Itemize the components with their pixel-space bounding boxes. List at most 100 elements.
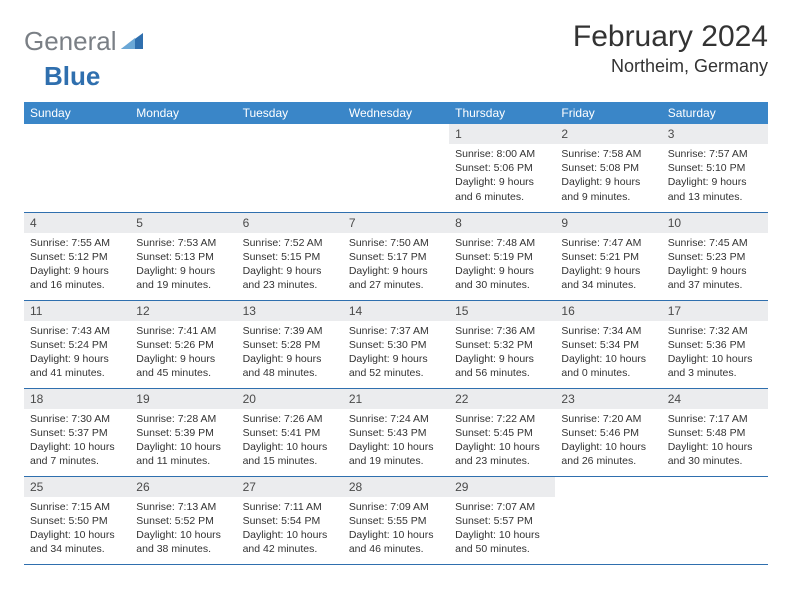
day-number: 2 — [555, 124, 661, 144]
logo-text-blue: Blue — [44, 61, 100, 91]
day-number: 9 — [555, 213, 661, 233]
calendar-day-cell: 9Sunrise: 7:47 AMSunset: 5:21 PMDaylight… — [555, 212, 661, 300]
calendar-day-cell: 8Sunrise: 7:48 AMSunset: 5:19 PMDaylight… — [449, 212, 555, 300]
day-details: Sunrise: 7:47 AMSunset: 5:21 PMDaylight:… — [555, 233, 661, 299]
day-number: 28 — [343, 477, 449, 497]
calendar-empty-cell — [130, 124, 236, 212]
calendar-day-cell: 24Sunrise: 7:17 AMSunset: 5:48 PMDayligh… — [662, 388, 768, 476]
calendar-day-cell: 4Sunrise: 7:55 AMSunset: 5:12 PMDaylight… — [24, 212, 130, 300]
calendar-day-cell: 28Sunrise: 7:09 AMSunset: 5:55 PMDayligh… — [343, 476, 449, 564]
calendar-empty-cell — [555, 476, 661, 564]
day-details: Sunrise: 7:58 AMSunset: 5:08 PMDaylight:… — [555, 144, 661, 210]
logo-triangle-icon — [121, 31, 147, 54]
calendar-day-cell: 3Sunrise: 7:57 AMSunset: 5:10 PMDaylight… — [662, 124, 768, 212]
brand-logo: General — [24, 20, 149, 57]
day-number: 16 — [555, 301, 661, 321]
calendar-day-cell: 2Sunrise: 7:58 AMSunset: 5:08 PMDaylight… — [555, 124, 661, 212]
logo-text-general: General — [24, 26, 117, 57]
day-details: Sunrise: 7:50 AMSunset: 5:17 PMDaylight:… — [343, 233, 449, 299]
calendar-day-cell: 17Sunrise: 7:32 AMSunset: 5:36 PMDayligh… — [662, 300, 768, 388]
day-details: Sunrise: 7:26 AMSunset: 5:41 PMDaylight:… — [237, 409, 343, 475]
day-number: 29 — [449, 477, 555, 497]
calendar-day-cell: 12Sunrise: 7:41 AMSunset: 5:26 PMDayligh… — [130, 300, 236, 388]
calendar-day-cell: 25Sunrise: 7:15 AMSunset: 5:50 PMDayligh… — [24, 476, 130, 564]
calendar-day-cell: 6Sunrise: 7:52 AMSunset: 5:15 PMDaylight… — [237, 212, 343, 300]
calendar-week-row: 18Sunrise: 7:30 AMSunset: 5:37 PMDayligh… — [24, 388, 768, 476]
calendar-day-cell: 19Sunrise: 7:28 AMSunset: 5:39 PMDayligh… — [130, 388, 236, 476]
day-details: Sunrise: 7:34 AMSunset: 5:34 PMDaylight:… — [555, 321, 661, 387]
calendar-day-cell: 15Sunrise: 7:36 AMSunset: 5:32 PMDayligh… — [449, 300, 555, 388]
day-details: Sunrise: 7:37 AMSunset: 5:30 PMDaylight:… — [343, 321, 449, 387]
calendar-day-cell: 13Sunrise: 7:39 AMSunset: 5:28 PMDayligh… — [237, 300, 343, 388]
day-number: 10 — [662, 213, 768, 233]
calendar-day-cell: 22Sunrise: 7:22 AMSunset: 5:45 PMDayligh… — [449, 388, 555, 476]
location-subtitle: Northeim, Germany — [573, 56, 768, 77]
day-details: Sunrise: 7:24 AMSunset: 5:43 PMDaylight:… — [343, 409, 449, 475]
calendar-day-cell: 18Sunrise: 7:30 AMSunset: 5:37 PMDayligh… — [24, 388, 130, 476]
calendar-table: SundayMondayTuesdayWednesdayThursdayFrid… — [24, 102, 768, 565]
calendar-empty-cell — [343, 124, 449, 212]
day-number: 4 — [24, 213, 130, 233]
calendar-day-cell: 7Sunrise: 7:50 AMSunset: 5:17 PMDaylight… — [343, 212, 449, 300]
weekday-header: Sunday — [24, 102, 130, 124]
day-details: Sunrise: 7:43 AMSunset: 5:24 PMDaylight:… — [24, 321, 130, 387]
day-details: Sunrise: 8:00 AMSunset: 5:06 PMDaylight:… — [449, 144, 555, 210]
calendar-day-cell: 20Sunrise: 7:26 AMSunset: 5:41 PMDayligh… — [237, 388, 343, 476]
day-number: 17 — [662, 301, 768, 321]
day-number: 21 — [343, 389, 449, 409]
day-number: 27 — [237, 477, 343, 497]
day-number: 25 — [24, 477, 130, 497]
day-number: 24 — [662, 389, 768, 409]
day-number: 22 — [449, 389, 555, 409]
day-number: 19 — [130, 389, 236, 409]
day-number: 26 — [130, 477, 236, 497]
calendar-day-cell: 23Sunrise: 7:20 AMSunset: 5:46 PMDayligh… — [555, 388, 661, 476]
calendar-empty-cell — [662, 476, 768, 564]
day-details: Sunrise: 7:13 AMSunset: 5:52 PMDaylight:… — [130, 497, 236, 563]
day-number: 3 — [662, 124, 768, 144]
calendar-week-row: 4Sunrise: 7:55 AMSunset: 5:12 PMDaylight… — [24, 212, 768, 300]
day-details: Sunrise: 7:09 AMSunset: 5:55 PMDaylight:… — [343, 497, 449, 563]
day-details: Sunrise: 7:32 AMSunset: 5:36 PMDaylight:… — [662, 321, 768, 387]
weekday-header: Thursday — [449, 102, 555, 124]
day-number: 20 — [237, 389, 343, 409]
calendar-day-cell: 27Sunrise: 7:11 AMSunset: 5:54 PMDayligh… — [237, 476, 343, 564]
day-number: 1 — [449, 124, 555, 144]
day-number: 18 — [24, 389, 130, 409]
day-details: Sunrise: 7:36 AMSunset: 5:32 PMDaylight:… — [449, 321, 555, 387]
day-details: Sunrise: 7:45 AMSunset: 5:23 PMDaylight:… — [662, 233, 768, 299]
calendar-day-cell: 29Sunrise: 7:07 AMSunset: 5:57 PMDayligh… — [449, 476, 555, 564]
day-details: Sunrise: 7:55 AMSunset: 5:12 PMDaylight:… — [24, 233, 130, 299]
day-details: Sunrise: 7:17 AMSunset: 5:48 PMDaylight:… — [662, 409, 768, 475]
calendar-empty-cell — [237, 124, 343, 212]
day-details: Sunrise: 7:11 AMSunset: 5:54 PMDaylight:… — [237, 497, 343, 563]
weekday-header-row: SundayMondayTuesdayWednesdayThursdayFrid… — [24, 102, 768, 124]
calendar-week-row: 25Sunrise: 7:15 AMSunset: 5:50 PMDayligh… — [24, 476, 768, 564]
calendar-day-cell: 10Sunrise: 7:45 AMSunset: 5:23 PMDayligh… — [662, 212, 768, 300]
title-block: February 2024 Northeim, Germany — [573, 20, 768, 77]
month-title: February 2024 — [573, 20, 768, 54]
day-number: 14 — [343, 301, 449, 321]
day-number: 13 — [237, 301, 343, 321]
weekday-header: Tuesday — [237, 102, 343, 124]
day-number: 23 — [555, 389, 661, 409]
day-number: 12 — [130, 301, 236, 321]
day-number: 11 — [24, 301, 130, 321]
calendar-day-cell: 1Sunrise: 8:00 AMSunset: 5:06 PMDaylight… — [449, 124, 555, 212]
calendar-day-cell: 16Sunrise: 7:34 AMSunset: 5:34 PMDayligh… — [555, 300, 661, 388]
calendar-day-cell: 5Sunrise: 7:53 AMSunset: 5:13 PMDaylight… — [130, 212, 236, 300]
weekday-header: Wednesday — [343, 102, 449, 124]
calendar-page: General February 2024 Northeim, Germany … — [0, 0, 792, 585]
day-details: Sunrise: 7:52 AMSunset: 5:15 PMDaylight:… — [237, 233, 343, 299]
day-number: 7 — [343, 213, 449, 233]
day-number: 15 — [449, 301, 555, 321]
day-details: Sunrise: 7:07 AMSunset: 5:57 PMDaylight:… — [449, 497, 555, 563]
calendar-body: 1Sunrise: 8:00 AMSunset: 5:06 PMDaylight… — [24, 124, 768, 564]
day-details: Sunrise: 7:48 AMSunset: 5:19 PMDaylight:… — [449, 233, 555, 299]
day-details: Sunrise: 7:53 AMSunset: 5:13 PMDaylight:… — [130, 233, 236, 299]
day-details: Sunrise: 7:20 AMSunset: 5:46 PMDaylight:… — [555, 409, 661, 475]
day-details: Sunrise: 7:41 AMSunset: 5:26 PMDaylight:… — [130, 321, 236, 387]
calendar-day-cell: 26Sunrise: 7:13 AMSunset: 5:52 PMDayligh… — [130, 476, 236, 564]
calendar-week-row: 11Sunrise: 7:43 AMSunset: 5:24 PMDayligh… — [24, 300, 768, 388]
day-details: Sunrise: 7:22 AMSunset: 5:45 PMDaylight:… — [449, 409, 555, 475]
